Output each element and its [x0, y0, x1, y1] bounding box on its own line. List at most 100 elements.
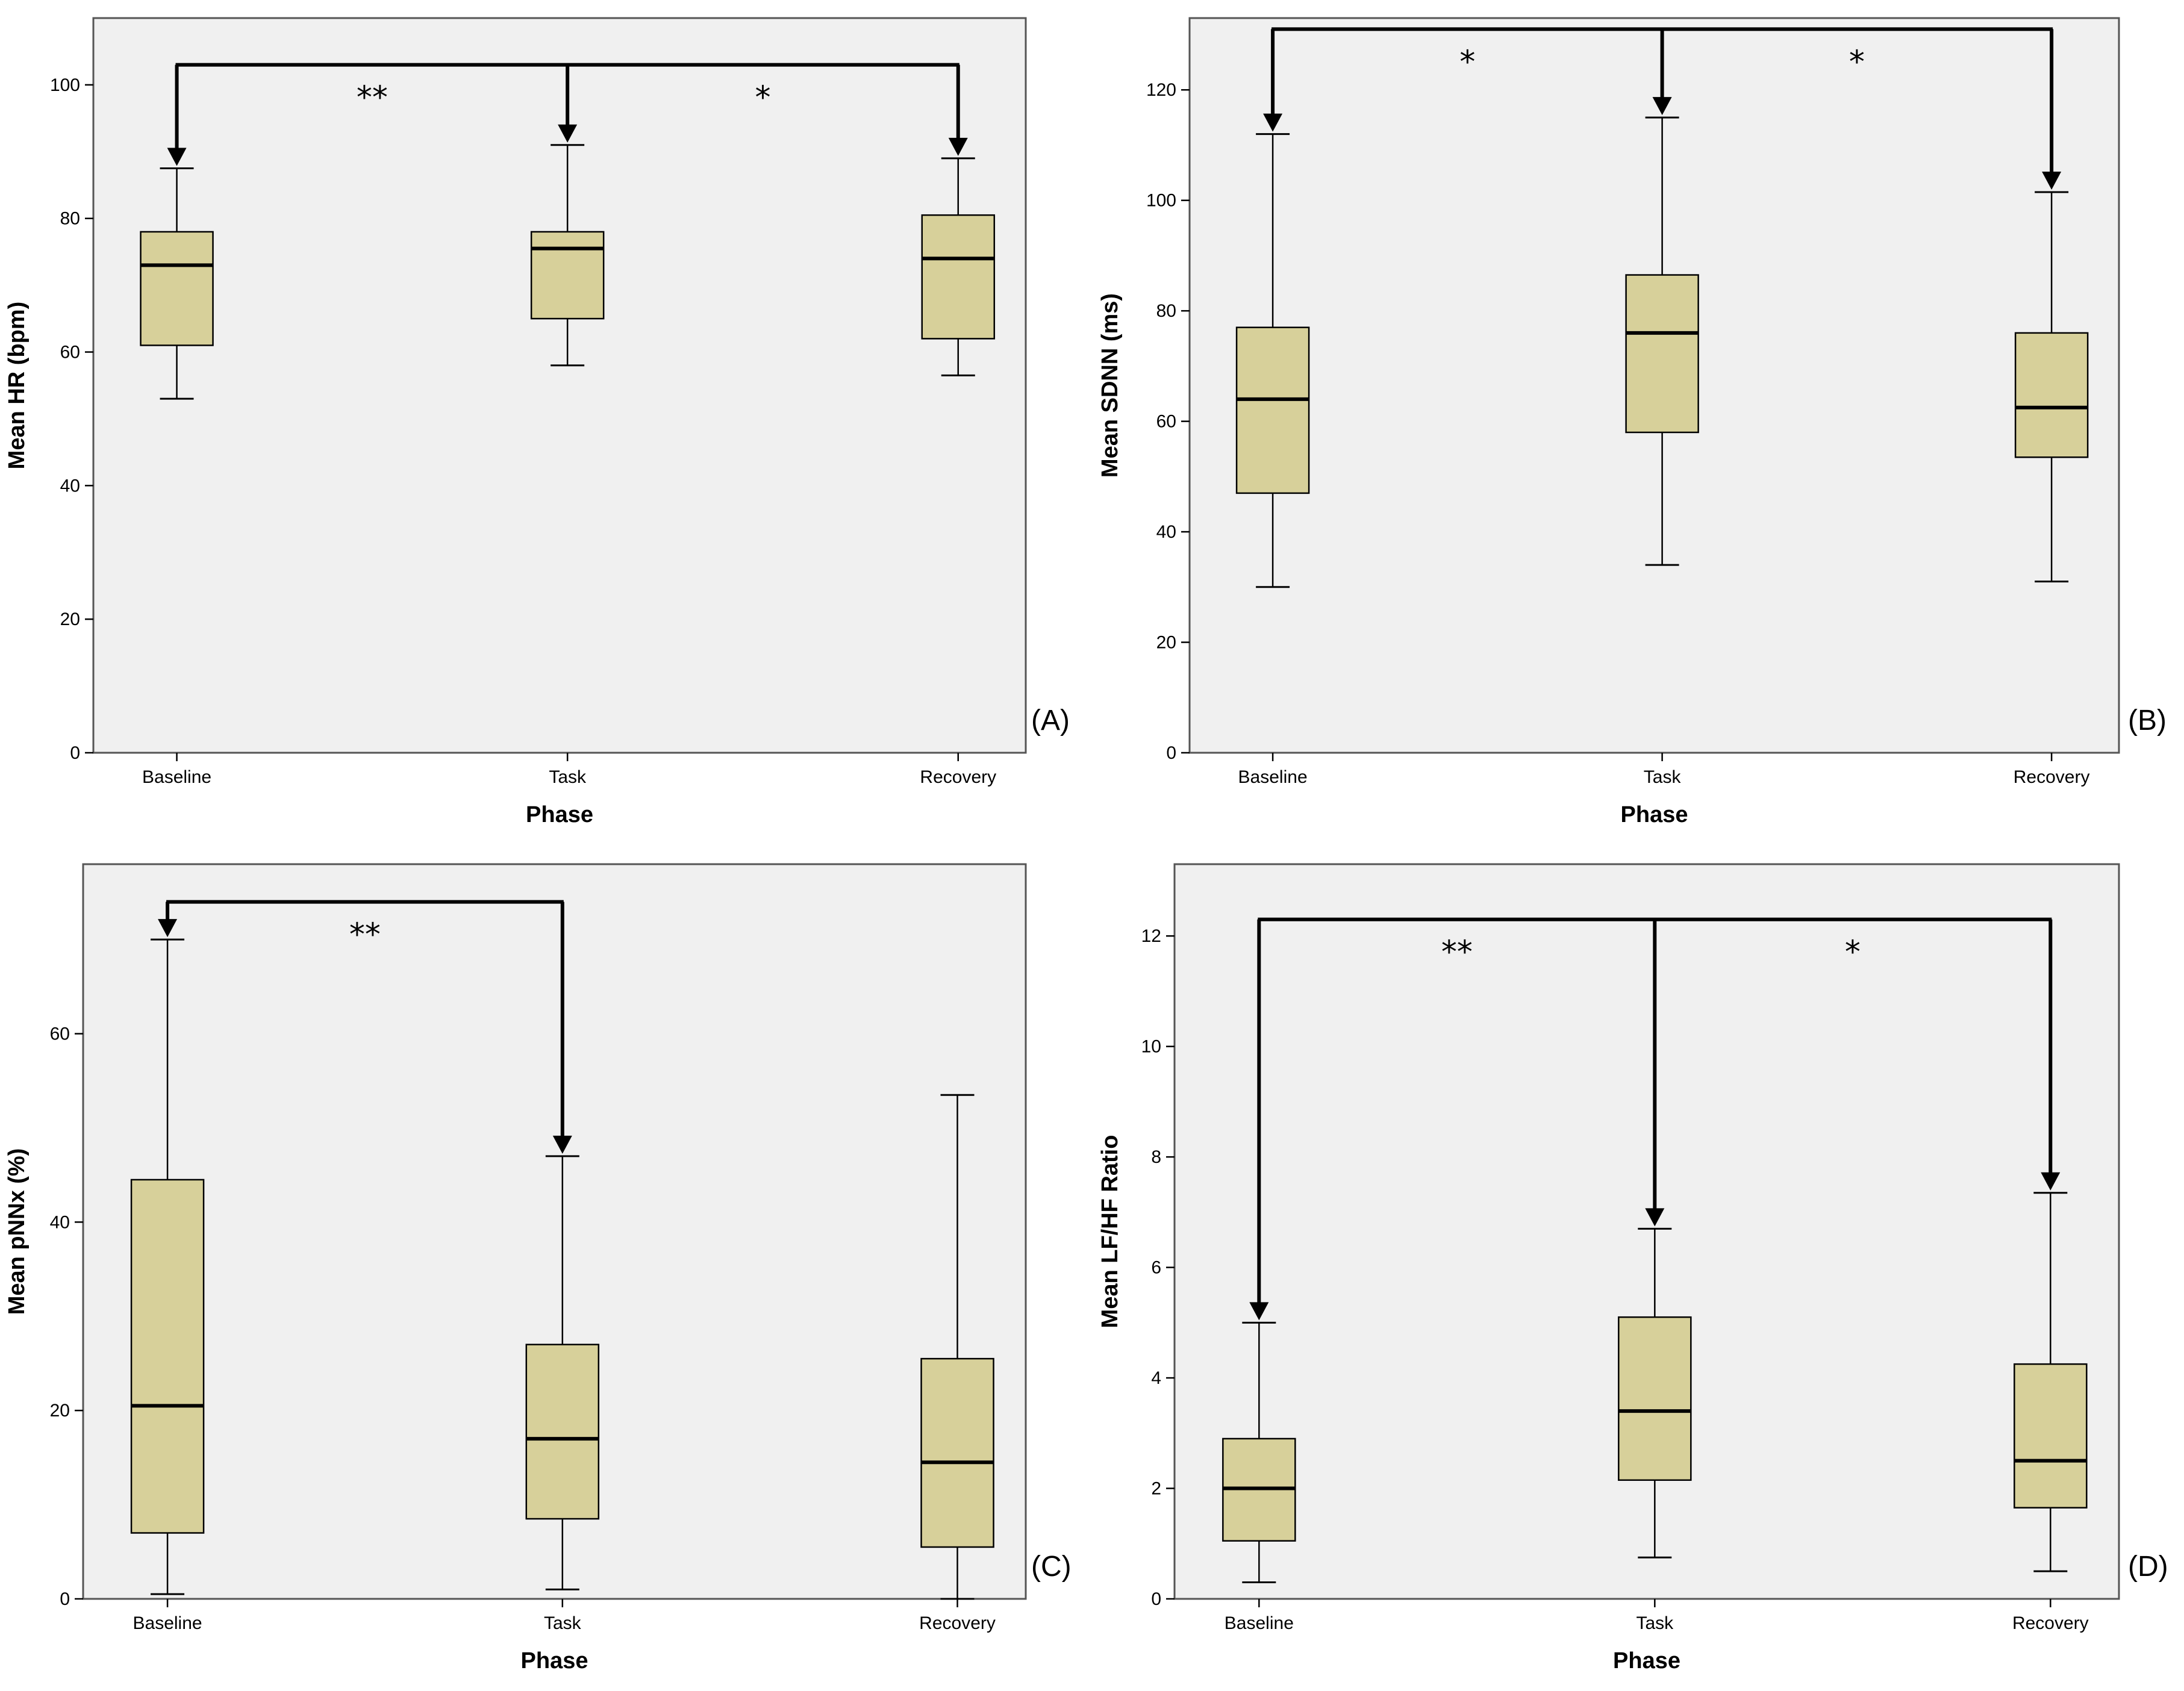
bracket-arrow-head — [167, 148, 187, 166]
panel-label: (C) — [1031, 1551, 1072, 1583]
iqr-box — [530, 231, 605, 320]
bracket-arrow-head — [558, 124, 578, 143]
y-tick-label: 80 — [60, 209, 80, 229]
x-tick-label-recovery: Recovery — [920, 767, 996, 787]
x-tick-label-recovery: Recovery — [919, 1613, 996, 1633]
bracket-arrow-head — [552, 1135, 572, 1154]
significance-bracket: ** — [158, 900, 572, 1154]
bracket-arrow-head — [1249, 1302, 1269, 1321]
y-axis-title: Mean SDNN (ms) — [1097, 293, 1123, 478]
x-tick-label-recovery: Recovery — [2014, 767, 2090, 787]
box-baseline — [1235, 133, 1310, 588]
iqr-box — [525, 1344, 600, 1520]
panel-b: 0 20 40 60 80 100 120 Baseline Task Recovery Phase… — [1097, 17, 2167, 827]
bracket-arrow-head — [158, 919, 178, 938]
box-recovery — [2014, 191, 2089, 583]
box-baseline — [140, 167, 214, 400]
y-tick-label: 60 — [60, 343, 80, 363]
y-tick-label: 80 — [1156, 301, 1176, 321]
bracket-arrow-head — [1652, 97, 1672, 116]
iqr-box — [1625, 274, 1699, 434]
significance-label: ** — [349, 917, 381, 953]
y-tick-label: 120 — [1146, 80, 1176, 100]
box-task — [525, 1155, 600, 1590]
x-tick-label-baseline: Baseline — [1225, 1613, 1294, 1633]
y-tick-label: 0 — [1166, 743, 1176, 763]
iqr-box — [130, 1179, 205, 1534]
y-tick-label: 12 — [1141, 926, 1161, 946]
significance-label: ** — [1441, 935, 1473, 971]
y-tick-label: 0 — [60, 1589, 70, 1609]
iqr-box — [921, 214, 996, 340]
y-tick-label: 10 — [1141, 1037, 1161, 1057]
significance-bracket: ** * — [1249, 917, 2061, 1321]
x-tick-label-task: Task — [549, 767, 587, 787]
x-tick-label-baseline: Baseline — [142, 767, 211, 787]
y-axis-title: Mean LF/HF Ratio — [1097, 1135, 1123, 1328]
box-recovery — [921, 157, 996, 376]
iqr-box — [1618, 1316, 1692, 1481]
x-tick-label-task: Task — [544, 1613, 582, 1633]
x-tick-label-baseline: Baseline — [1238, 767, 1308, 787]
significance-label: * — [1459, 44, 1475, 80]
panel-label: (B) — [2128, 705, 2167, 737]
panel-label: (D) — [2128, 1551, 2168, 1583]
y-tick-label: 60 — [1156, 412, 1176, 432]
bracket-arrow-head — [2041, 1172, 2061, 1191]
iqr-box — [2014, 332, 2089, 458]
y-tick-label: 40 — [60, 476, 80, 496]
box-recovery — [920, 1094, 994, 1600]
panel-d: 0 2 4 6 8 10 12 Baseline Task Recovery Phase Mean L… — [1097, 863, 2168, 1674]
y-tick-label: 0 — [70, 743, 80, 763]
plot-area — [92, 17, 1027, 754]
panel-label: (A) — [1031, 705, 1070, 737]
box-baseline — [130, 938, 205, 1595]
y-tick-label: 4 — [1151, 1368, 1161, 1388]
significance-label: * — [755, 80, 770, 116]
x-axis-title: Phase — [1621, 802, 1688, 827]
bracket-arrow-head — [1263, 113, 1283, 132]
panel-a: 0 20 40 60 80 100 Baseline Task Recovery Phase Mea… — [4, 17, 1070, 827]
y-tick-label: 20 — [1156, 633, 1176, 653]
x-tick-label-task: Task — [1636, 1613, 1674, 1633]
box-task — [530, 144, 605, 367]
significance-label: ** — [357, 80, 388, 116]
plot-area — [1173, 863, 2120, 1600]
panel-c: 0 20 40 60 Baseline Task Recovery Phase Mean pNN… — [4, 863, 1072, 1674]
y-tick-label: 20 — [50, 1401, 70, 1421]
y-tick-label: 20 — [60, 609, 80, 629]
y-axis-title: Mean HR (bpm) — [4, 302, 30, 470]
box-baseline — [1222, 1321, 1296, 1583]
y-tick-label: 100 — [1146, 191, 1176, 211]
iqr-box — [1235, 326, 1310, 494]
y-axis-title: Mean pNNx (%) — [4, 1148, 30, 1315]
x-axis-title: Phase — [526, 802, 593, 827]
y-tick-label: 6 — [1151, 1258, 1161, 1278]
y-tick-label: 8 — [1151, 1147, 1161, 1167]
y-tick-label: 2 — [1151, 1479, 1161, 1499]
box-task — [1625, 116, 1699, 566]
x-tick-label-recovery: Recovery — [2012, 1613, 2089, 1633]
x-axis-title: Phase — [1613, 1648, 1680, 1674]
significance-label: * — [1845, 935, 1861, 971]
significance-bracket: ** * — [167, 63, 968, 166]
x-tick-label-task: Task — [1644, 767, 1682, 787]
y-tick-label: 0 — [1151, 1589, 1161, 1609]
significance-bracket: ** — [1263, 27, 2062, 190]
y-tick-label: 60 — [50, 1024, 70, 1044]
box-task — [1618, 1227, 1692, 1559]
y-tick-label: 40 — [1156, 522, 1176, 542]
x-tick-label-baseline: Baseline — [133, 1613, 202, 1633]
iqr-box — [140, 231, 214, 346]
significance-label: * — [1849, 44, 1865, 80]
bracket-arrow-head — [2042, 171, 2062, 190]
x-axis-title: Phase — [521, 1648, 588, 1674]
box-recovery — [2014, 1192, 2088, 1572]
iqr-box — [920, 1357, 994, 1548]
iqr-box — [2014, 1363, 2088, 1509]
y-tick-label: 40 — [50, 1212, 70, 1232]
bracket-arrow-head — [1645, 1208, 1665, 1227]
y-tick-label: 100 — [50, 75, 80, 95]
bracket-arrow-head — [948, 137, 968, 156]
